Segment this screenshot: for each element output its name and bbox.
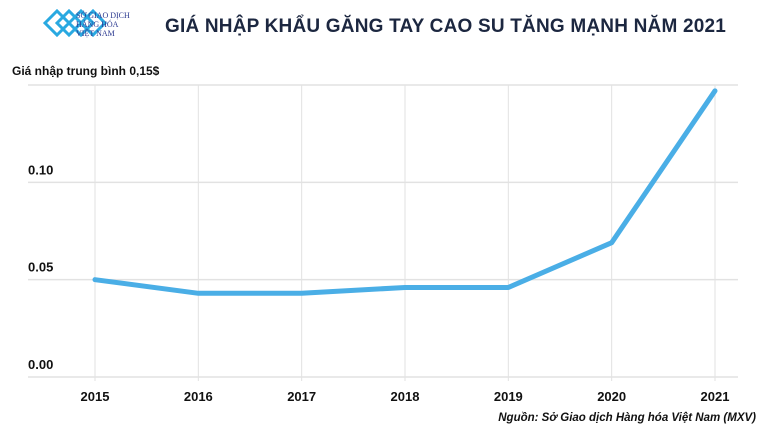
x-tick-label: 2015: [81, 389, 110, 404]
logo-line: HÀNG HÓA: [76, 20, 119, 29]
y-tick-label: 0.05: [28, 260, 53, 275]
x-tick-label: 2018: [391, 389, 420, 404]
x-tick-label: 2019: [494, 389, 523, 404]
x-tick-label: 2020: [597, 389, 626, 404]
x-tick-label: 2017: [287, 389, 316, 404]
y-axis-label: Giá nhập trung bình 0,15$: [12, 64, 160, 78]
y-tick-label: 0.10: [28, 162, 53, 177]
source-note: Nguồn: Sở Giao dịch Hàng hóa Việt Nam (M…: [498, 412, 756, 424]
chart-title: GIÁ NHẬP KHẨU GĂNG TAY CAO SU TĂNG MẠNH …: [165, 16, 727, 37]
x-tick-label: 2021: [701, 389, 730, 404]
logo-text: SỞ GIAO DỊCH HÀNG HÓA VIỆT NAM: [76, 11, 130, 38]
logo-line: VIỆT NAM: [76, 29, 115, 38]
mxv-logo: [42, 8, 108, 38]
y-tick-label: 0.00: [28, 357, 53, 372]
x-tick-label: 2016: [184, 389, 213, 404]
logo-line: SỞ GIAO DỊCH: [76, 11, 130, 20]
